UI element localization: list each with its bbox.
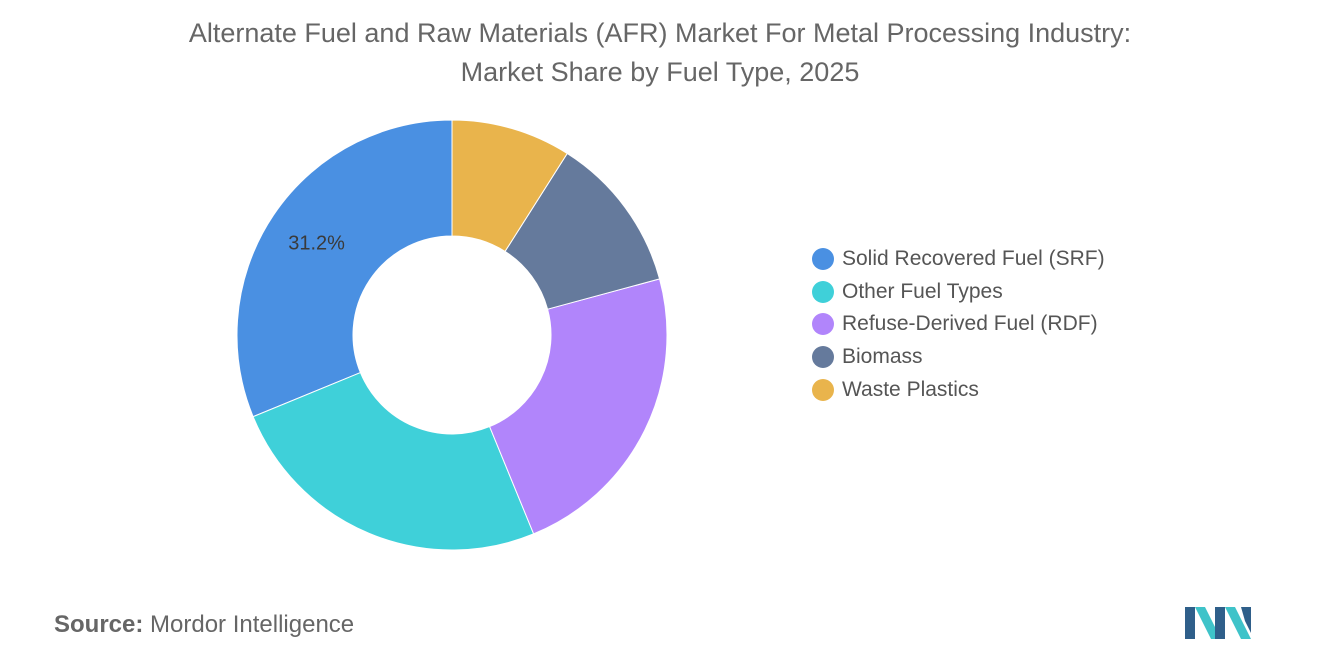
legend-label-waste-plastics: Waste Plastics <box>842 377 979 401</box>
chart-title-line-1: Alternate Fuel and Raw Materials (AFR) M… <box>188 18 1132 48</box>
chart-title-line-2: Market Share by Fuel Type, 2025 <box>460 57 860 87</box>
source-label: Source: <box>54 611 144 638</box>
legend-swatch-other-fuel-types <box>812 280 834 303</box>
legend-item-rdf: Refuse-Derived Fuel (RDF) <box>812 308 1105 341</box>
legend-item-other-fuel-types: Other Fuel Types <box>812 276 1105 309</box>
logo-shape-mid <box>1215 607 1225 639</box>
donut-slice-waste-plastics <box>451 119 568 253</box>
logo-shape-right <box>1241 607 1251 633</box>
legend-item-biomass: Biomass <box>812 341 1105 374</box>
chart-title: Alternate Fuel and Raw Materials (AFR) M… <box>0 14 1320 92</box>
mordor-intelligence-logo-icon <box>1185 607 1251 639</box>
legend-item-waste-plastics: Waste Plastics <box>812 373 1105 406</box>
chart-legend: Solid Recovered Fuel (SRF) Other Fuel Ty… <box>812 243 1105 406</box>
donut-slice-biomass <box>504 152 661 310</box>
source-note: Source: Mordor Intelligence <box>54 611 354 639</box>
donut-slice-other-fuel-types <box>252 371 535 551</box>
legend-swatch-rdf <box>812 313 834 336</box>
logo-shape-diag-2 <box>1225 607 1251 639</box>
logo-shape-diag-1 <box>1195 607 1221 639</box>
donut-slice-solid-recovered-fuel-srf <box>236 119 453 418</box>
legend-swatch-srf <box>812 248 834 271</box>
logo-shape-left <box>1185 607 1195 639</box>
data-label-solid-recovered-fuel-srf: 31.2% <box>288 233 345 255</box>
legend-label-rdf: Refuse-Derived Fuel (RDF) <box>842 312 1098 336</box>
donut-slice-refuse-derived-fuel-rdf <box>488 278 668 535</box>
legend-label-other-fuel-types: Other Fuel Types <box>842 279 1003 303</box>
legend-item-srf: Solid Recovered Fuel (SRF) <box>812 243 1105 276</box>
legend-swatch-waste-plastics <box>812 378 834 401</box>
legend-label-srf: Solid Recovered Fuel (SRF) <box>842 247 1105 271</box>
legend-swatch-biomass <box>812 346 834 369</box>
legend-label-biomass: Biomass <box>842 345 923 369</box>
source-text: Mordor Intelligence <box>150 611 355 638</box>
